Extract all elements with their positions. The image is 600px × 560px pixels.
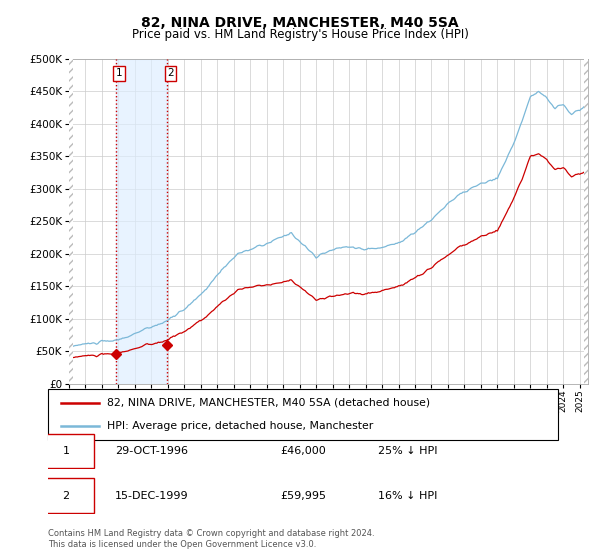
FancyBboxPatch shape (38, 433, 94, 468)
Bar (584, 59, 588, 384)
Text: 16% ↓ HPI: 16% ↓ HPI (378, 491, 437, 501)
FancyBboxPatch shape (38, 478, 94, 513)
Text: £59,995: £59,995 (280, 491, 326, 501)
Text: £46,000: £46,000 (280, 446, 326, 456)
Text: 15-DEC-1999: 15-DEC-1999 (115, 491, 189, 501)
Text: 1: 1 (116, 68, 122, 78)
Text: Contains HM Land Registry data © Crown copyright and database right 2024.
This d: Contains HM Land Registry data © Crown c… (48, 529, 374, 549)
Text: 82, NINA DRIVE, MANCHESTER, M40 5SA (detached house): 82, NINA DRIVE, MANCHESTER, M40 5SA (det… (107, 398, 430, 408)
Text: 29-OCT-1996: 29-OCT-1996 (115, 446, 188, 456)
Text: Price paid vs. HM Land Registry's House Price Index (HPI): Price paid vs. HM Land Registry's House … (131, 28, 469, 41)
FancyBboxPatch shape (48, 389, 558, 440)
Text: 25% ↓ HPI: 25% ↓ HPI (378, 446, 438, 456)
Text: 1: 1 (62, 446, 70, 456)
Bar (116, 59, 167, 384)
Bar (69, 59, 73, 384)
Text: 82, NINA DRIVE, MANCHESTER, M40 5SA: 82, NINA DRIVE, MANCHESTER, M40 5SA (141, 16, 459, 30)
Text: 2: 2 (167, 68, 174, 78)
Text: 2: 2 (62, 491, 70, 501)
Text: HPI: Average price, detached house, Manchester: HPI: Average price, detached house, Manc… (107, 421, 373, 431)
